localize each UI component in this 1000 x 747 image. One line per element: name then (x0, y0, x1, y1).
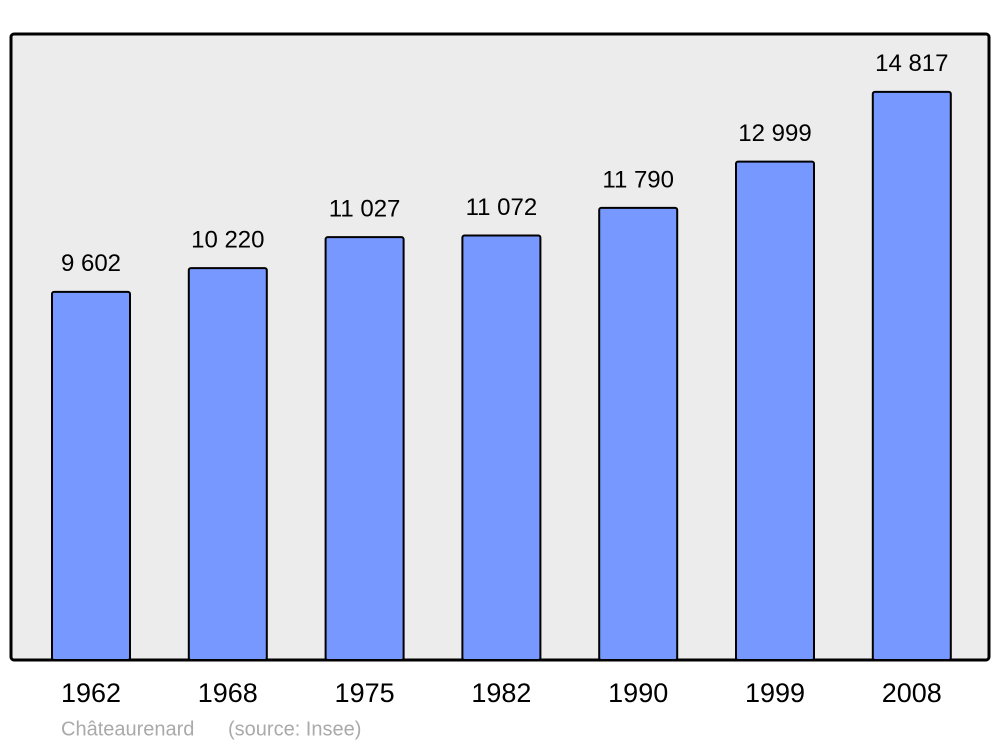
bar (324, 236, 405, 661)
value-label: 14 817 (875, 50, 948, 77)
value-label: 12 999 (738, 120, 811, 147)
x-tick-label: 1975 (335, 678, 395, 708)
value-label: 11 072 (466, 194, 538, 221)
source: (source: Insee) (228, 718, 361, 740)
x-tick-label: 2008 (882, 678, 942, 708)
bar (598, 206, 679, 661)
x-tick-label: 1962 (61, 678, 121, 708)
caption: Châteaurenard (61, 718, 194, 740)
value-label: 9 602 (61, 250, 121, 277)
bar (51, 290, 131, 661)
value-label: 11 027 (329, 196, 401, 223)
value-label: 11 790 (602, 166, 674, 193)
bar (871, 90, 952, 661)
x-tick-label: 1990 (608, 678, 668, 708)
x-tick-label: 1999 (745, 678, 805, 708)
x-tick-label: 1982 (471, 678, 531, 708)
value-label: 10 220 (191, 226, 264, 253)
x-tick-label: 1968 (198, 678, 258, 708)
bar (187, 267, 268, 661)
bar (461, 234, 542, 662)
bar (735, 160, 815, 661)
